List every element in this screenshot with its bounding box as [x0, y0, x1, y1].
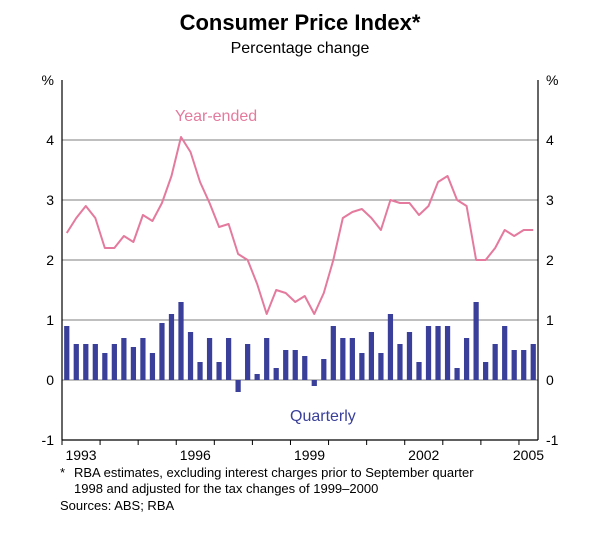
svg-text:0: 0: [46, 372, 54, 388]
svg-text:4: 4: [46, 132, 54, 148]
sources-label: Sources: ABS; RBA: [60, 498, 174, 513]
svg-text:4: 4: [546, 132, 554, 148]
footnote-line1: RBA estimates, excluding interest charge…: [74, 465, 474, 480]
bar-series-label: Quarterly: [290, 408, 356, 426]
svg-text:1999: 1999: [294, 447, 325, 463]
svg-text:2: 2: [46, 252, 54, 268]
svg-text:1996: 1996: [180, 447, 211, 463]
svg-text:%: %: [546, 72, 558, 88]
svg-text:3: 3: [546, 192, 554, 208]
svg-text:1993: 1993: [65, 447, 96, 463]
cpi-chart: Consumer Price Index* Percentage change …: [0, 0, 600, 549]
svg-text:-1: -1: [42, 432, 55, 448]
svg-text:3: 3: [46, 192, 54, 208]
footnote-line2: 1998 and adjusted for the tax changes of…: [74, 481, 378, 496]
svg-text:-1: -1: [546, 432, 559, 448]
line-series-label: Year-ended: [175, 108, 257, 126]
svg-text:2002: 2002: [408, 447, 439, 463]
svg-text:2005: 2005: [513, 447, 544, 463]
svg-text:%: %: [42, 72, 54, 88]
svg-text:0: 0: [546, 372, 554, 388]
footnote-block: *RBA estimates, excluding interest charg…: [60, 465, 560, 514]
footnote-marker: *: [60, 465, 74, 481]
svg-text:1: 1: [46, 312, 54, 328]
svg-text:1: 1: [546, 312, 554, 328]
svg-text:2: 2: [546, 252, 554, 268]
